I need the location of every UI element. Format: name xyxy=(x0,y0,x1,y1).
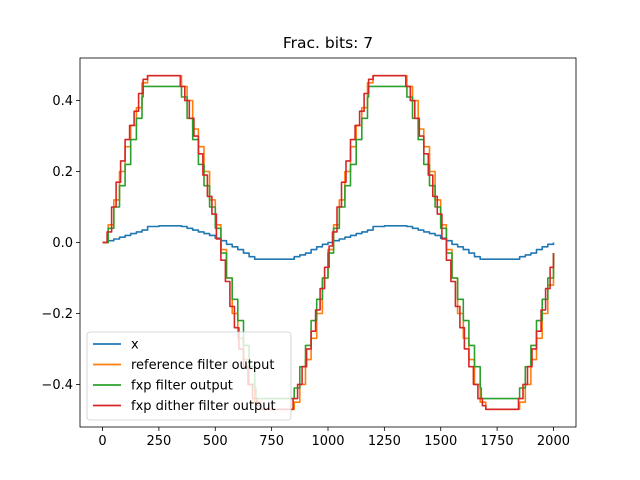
legend: x reference filter output fxp filter outpu… xyxy=(86,331,292,421)
legend-label: fxp dither filter output xyxy=(131,399,276,414)
series-line-0 xyxy=(102,225,555,260)
legend-label: fxp filter output xyxy=(131,379,233,394)
x-tick-label: 1500 xyxy=(424,434,457,449)
series-line-2 xyxy=(102,85,555,400)
x-tick-label: 750 xyxy=(259,434,284,449)
y-tick-label: −0.2 xyxy=(41,307,73,322)
x-tick-label: 1750 xyxy=(481,434,514,449)
x-tick-label: 250 xyxy=(146,434,171,449)
series-line-3 xyxy=(102,74,555,411)
legend-label: reference filter output xyxy=(131,358,274,373)
y-tick-label: 0.0 xyxy=(52,236,73,251)
y-tick-label: 0.2 xyxy=(52,165,73,180)
x-tick-label: 500 xyxy=(203,434,228,449)
legend-box xyxy=(86,331,292,421)
x-tick-label: 2000 xyxy=(537,434,570,449)
x-tick-label: 1000 xyxy=(311,434,344,449)
x-axis: 0 250 500 750 1000 1250 1500 1750 2000 xyxy=(98,427,570,449)
y-tick-label: −0.4 xyxy=(41,378,73,393)
plot-area xyxy=(79,57,577,428)
x-tick-label: 1250 xyxy=(368,434,401,449)
y-axis: −0.4 −0.2 0.0 0.2 0.4 xyxy=(41,94,80,393)
series-line-1 xyxy=(102,74,555,411)
legend-label: x xyxy=(131,338,139,353)
x-tick-label: 0 xyxy=(98,434,106,449)
series-layer xyxy=(102,74,555,411)
chart-title: Frac. bits: 7 xyxy=(283,34,373,52)
y-tick-label: 0.4 xyxy=(52,94,73,109)
